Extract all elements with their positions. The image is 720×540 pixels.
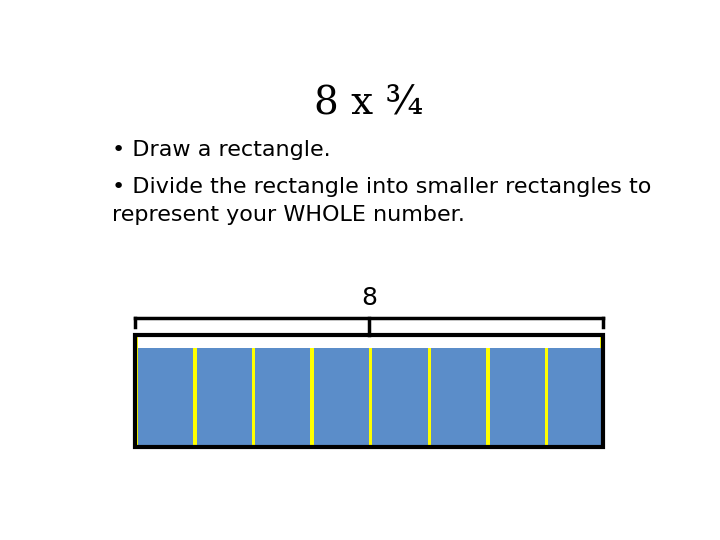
Text: 8 x ¾: 8 x ¾ — [315, 85, 423, 123]
Bar — [135, 335, 603, 447]
Bar — [372, 348, 428, 445]
Bar — [255, 348, 310, 445]
Bar — [548, 348, 603, 445]
Bar — [431, 348, 486, 445]
Bar — [197, 348, 252, 445]
Bar — [490, 348, 545, 445]
Bar — [138, 336, 600, 348]
Text: • Divide the rectangle into smaller rectangles to
represent your WHOLE number.: • Divide the rectangle into smaller rect… — [112, 177, 652, 225]
Text: • Draw a rectangle.: • Draw a rectangle. — [112, 140, 331, 160]
Bar — [135, 335, 603, 447]
Bar — [138, 348, 193, 445]
Bar — [314, 348, 369, 445]
Text: 8: 8 — [361, 286, 377, 310]
